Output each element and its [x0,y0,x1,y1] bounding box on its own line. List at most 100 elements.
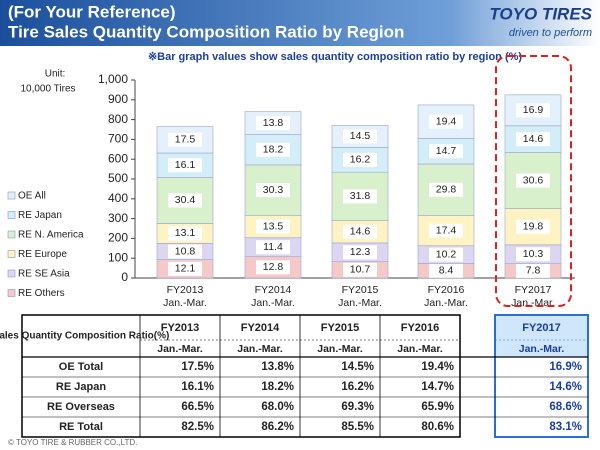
data-label: 8.4 [439,265,454,277]
unit-label: 10,000 Tires [20,84,75,95]
x-tick-label: FY2014 [255,284,292,296]
column-header: FY2017 [522,322,561,334]
label-box [516,263,550,278]
label-box [429,223,463,238]
table-cell: 18.2% [261,381,294,393]
legend-label: RE Others [18,288,65,299]
label-box [343,152,377,167]
data-label: 12.8 [263,261,284,273]
legend-swatch [7,230,16,239]
label-box [516,103,550,118]
label-box [343,189,377,204]
table-frame [21,314,461,438]
data-label: 12.1 [175,263,196,275]
label-box [429,182,463,197]
tagline: driven to perform [509,27,592,39]
footer: © TOYO TIRE & RUBBER CO.,LTD. [8,438,137,447]
data-label: 14.6 [350,226,371,238]
highlight-frame [495,55,572,307]
legend-swatch [7,211,16,219]
label-box [429,263,463,278]
table-cell: 17.5% [181,361,214,373]
table-cell: 16.9% [549,361,582,373]
row-label: RE Japan [56,381,106,393]
column-header: FY2013 [161,322,200,334]
table-cell: 80.6% [421,421,454,433]
x-tick-label: FY2013 [167,284,204,296]
table-cell: 14.5% [341,361,374,373]
column-header: FY2016 [401,322,440,334]
data-label: 14.7 [436,145,457,157]
row-label: OE Total [59,361,103,373]
column-header: FY2015 [321,322,360,334]
data-label: 7.8 [526,265,541,277]
label-box [516,247,550,262]
table-cell: 83.1% [549,421,582,433]
y-tick-label: 700 [108,132,128,146]
table-cell: 19.4% [421,361,454,373]
label-box [256,219,290,234]
label-box [168,193,202,208]
label-box [168,132,202,147]
table-header: Sales Quantity Composition Ratio(%) [0,331,169,342]
label-box [343,129,377,144]
legend-swatch [7,289,16,297]
label-box [256,240,290,255]
x-tick-label: FY2017 [515,284,552,296]
data-label: 12.3 [350,246,371,258]
data-label: 13.1 [175,227,196,239]
x-tick-sublabel: Jan.-Mar. [424,297,468,309]
data-label: 16.1 [175,159,196,171]
logo: TOYO TIRES [489,4,592,23]
y-tick-label: 400 [108,191,128,205]
x-tick-sublabel: Jan.-Mar. [511,297,555,309]
legend-swatch [7,250,16,258]
y-tick-label: 500 [108,171,128,185]
y-tick-label: 800 [108,112,128,126]
data-label: 13.8 [263,117,284,129]
label-box [168,226,202,241]
label-box [168,261,202,276]
unit-label: Unit: [45,69,66,80]
data-label: 30.3 [263,184,284,196]
y-tick-label: 200 [108,231,128,245]
data-label: 10.2 [436,248,457,260]
data-label: 13.5 [263,220,284,232]
title: (For Your Reference) [8,2,176,21]
legend-label: RE Japan [18,210,62,221]
table-cell: 86.2% [261,421,294,433]
column-subheader: Jan.-Mar. [317,343,363,355]
column-subheader: Jan.-Mar. [157,343,203,355]
table-cell: 85.5% [341,421,374,433]
header-band [0,0,600,46]
table-cell: 13.8% [261,361,294,373]
legend-swatch [7,191,16,200]
x-tick-label: FY2015 [342,284,379,296]
bar-segment [417,138,475,165]
label-box [343,262,377,277]
table-cell: 68.0% [261,401,294,413]
table-cell: 16.2% [341,381,374,393]
label-box [429,114,463,129]
label-box [343,245,377,260]
column-subheader: Jan.-Mar. [519,343,565,355]
x-tick-sublabel: Jan.-Mar. [163,297,207,309]
y-tick-label: 300 [108,211,128,225]
title: Tire Sales Quantity Composition Ratio by… [8,22,404,41]
label-box [256,116,290,131]
data-label: 17.5 [175,134,196,146]
label-box [256,142,290,157]
column-subheader: Jan.-Mar. [237,343,283,355]
data-label: 10.3 [523,248,544,260]
table-cell: 82.5% [181,421,214,433]
data-label: 30.6 [523,174,544,186]
row-label: RE Overseas [47,401,115,413]
column-subheader: Jan.-Mar. [397,343,443,355]
y-tick-label: 600 [108,151,128,165]
y-tick-label: 900 [108,92,128,106]
data-label: 31.8 [350,190,371,202]
row-label: RE Total [59,421,103,433]
table-cell: 68.6% [549,401,582,413]
data-label: 29.8 [436,184,457,196]
label-box [168,244,202,259]
